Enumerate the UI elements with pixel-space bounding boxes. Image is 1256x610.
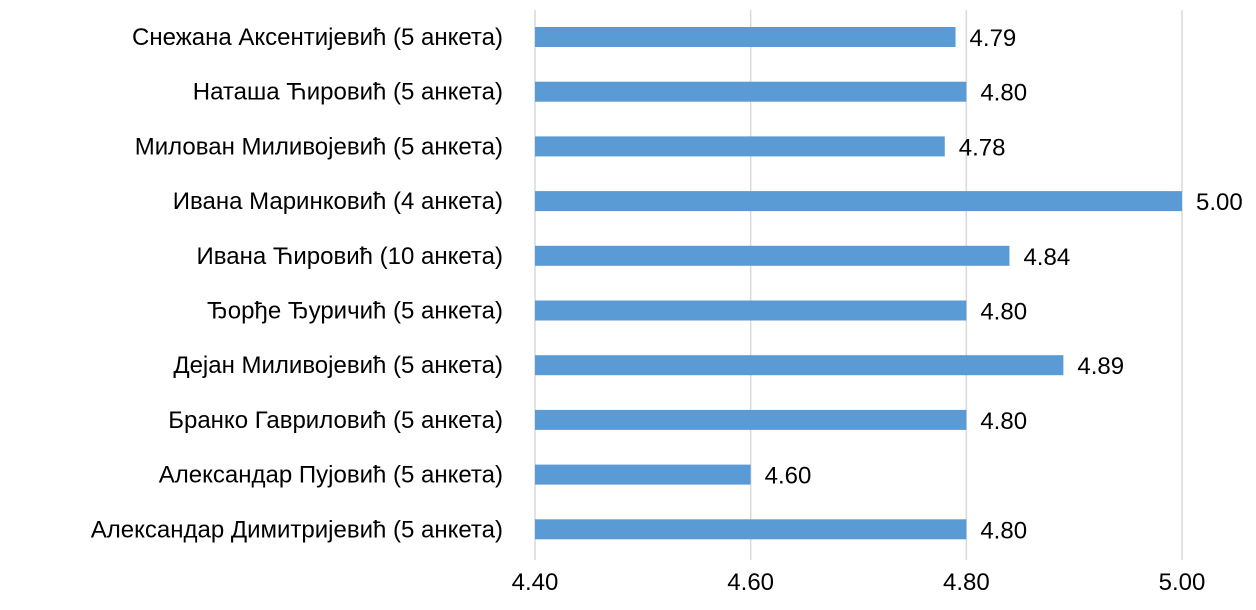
x-axis-tick-labels: 4.40 4.60 4.80 5.00 <box>512 569 1206 596</box>
bar <box>535 136 945 157</box>
bar <box>535 81 967 102</box>
data-label: 4.80 <box>980 408 1027 435</box>
data-label: 4.89 <box>1077 353 1124 380</box>
x-tick-label: 4.40 <box>512 569 559 596</box>
data-label: 4.80 <box>980 517 1027 544</box>
bar <box>535 191 1182 212</box>
data-label: 4.84 <box>1023 244 1070 271</box>
category-label: Александар Пујовић (5 анкета) <box>159 462 503 489</box>
bar <box>535 409 967 430</box>
data-label: 4.80 <box>980 299 1027 326</box>
category-label: Наташа Ћировић (5 анкета) <box>193 79 503 106</box>
category-labels: Снежана Аксентијевић (5 анкета) Наташа Ћи… <box>91 24 503 543</box>
bar <box>535 27 956 47</box>
data-label: 4.80 <box>980 80 1027 107</box>
bar <box>535 245 1010 266</box>
x-tick-label: 4.60 <box>727 569 774 596</box>
bar <box>535 300 967 321</box>
category-label: Дејан Миливојевић (5 анкета) <box>173 352 503 379</box>
category-label: Снежана Аксентијевић (5 анкета) <box>132 24 503 51</box>
bar <box>535 464 751 485</box>
x-tick-label: 5.00 <box>1159 569 1206 596</box>
category-label: Ивана Ћировић (10 анкета) <box>197 243 503 270</box>
bars <box>535 27 1182 540</box>
bar <box>535 519 967 540</box>
data-label: 4.60 <box>765 463 812 490</box>
data-labels: 4.79 4.80 4.78 5.00 4.84 4.80 4.89 4.80 4.60 4.80 <box>765 25 1243 544</box>
category-label: Александар Димитријевић (5 анкета) <box>91 516 503 543</box>
bar <box>535 355 1064 376</box>
category-label: Милован Миливојевић (5 анкета) <box>135 133 503 160</box>
category-label: Ђорђе Ђуричић (5 анкета) <box>207 298 503 325</box>
data-label: 4.78 <box>959 134 1006 161</box>
category-label: Ивана Маринковић (4 анкета) <box>173 188 503 215</box>
data-label: 4.79 <box>970 25 1017 52</box>
category-label: Бранко Гавриловић (5 анкета) <box>168 407 503 434</box>
data-label: 5.00 <box>1196 189 1243 216</box>
x-tick-label: 4.80 <box>943 569 990 596</box>
